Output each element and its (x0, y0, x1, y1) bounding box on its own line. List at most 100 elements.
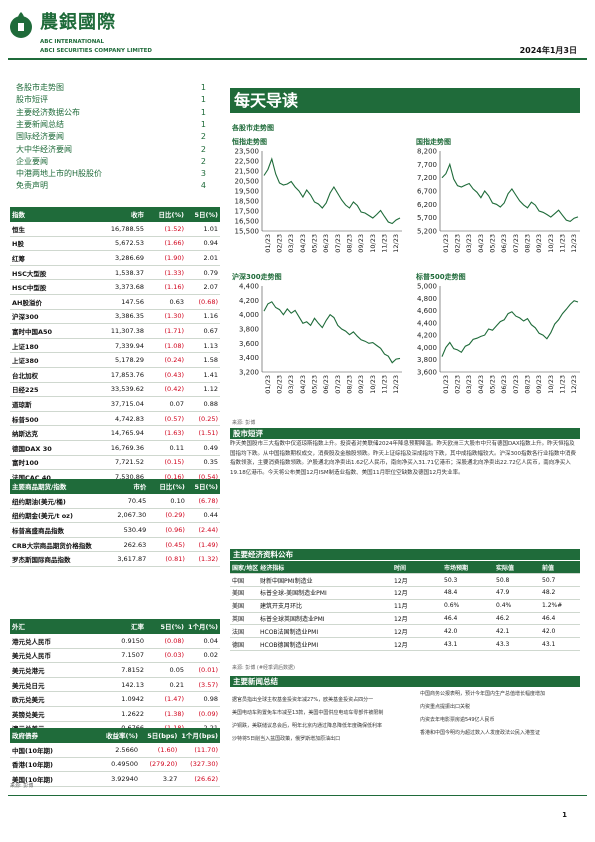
x-tick-label: 08/23 (524, 375, 532, 394)
toc-item[interactable]: 中港两地上市的H股股价 3 (16, 168, 206, 181)
econ-table: 国家/地区 经济指标 时间 市场预期 实际值 前值 中国 财新中国PMI制造业 12月 50.3… (230, 561, 580, 652)
y-tick-label: 3,600 (417, 369, 437, 377)
news-item: 香港和中国今明均为超过数入人发度政法公民入港签证 (420, 730, 541, 736)
y-tick-label: 6,200 (417, 201, 437, 209)
table-row: 美国(10年期) 3.92940 3.27 (26.62) (10, 771, 220, 787)
toc-item[interactable]: 免责声明 4 (16, 180, 206, 193)
y-tick-label: 3,400 (239, 354, 259, 362)
commentary-title: 股市短评 (230, 428, 580, 439)
table-cell: (0.42) (146, 382, 186, 398)
x-tick-label: 01/23 (264, 375, 272, 394)
table-header-cell: 国家/地区 经济指标 (230, 561, 392, 575)
table-cell: 富时100 (10, 455, 88, 471)
table-cell: 37,715.04 (88, 396, 146, 412)
table-header-cell: 市场预期 (442, 561, 494, 575)
toc-item[interactable]: 主要新闻总结 1 (16, 118, 206, 131)
table-row: 中国(10年期) 2.5660 (1.60) (11.70) (10, 742, 220, 758)
news-item: 内资重点提振出口关税 (420, 704, 471, 710)
table-row: 德国 HCOB德国制造业PMI 12月 43.1 43.3 43.1 (230, 637, 580, 652)
x-tick-label: 01/23 (442, 234, 450, 253)
news-item: 中国商务公报表明，预计今年国内生产总值增长幅度增加 (420, 691, 546, 697)
table-header-cell: 前值 (540, 561, 580, 575)
y-tick-label: 23,500 (235, 148, 260, 156)
table-cell: 42.0 (540, 624, 580, 639)
table-cell: (1.66) (146, 236, 186, 252)
table-cell: 0.44 (186, 508, 220, 524)
y-tick-label: 4,200 (239, 297, 259, 305)
table-cell: 沪深300 (10, 309, 88, 325)
table-header-cell: 收益率(%) (84, 728, 140, 743)
company-cn-name: 農銀國際 (40, 12, 116, 33)
table-cell: 11月 (392, 599, 442, 613)
table-cell: (1.16) (146, 279, 186, 296)
table-cell: 0.4% (494, 599, 540, 613)
x-tick-label: 05/23 (311, 375, 319, 394)
news-item: 内资去年电影票房逾549亿人民币 (420, 717, 495, 723)
table-row: 纽约期油(美元/桶) 70.45 0.10 (6.78) (10, 493, 220, 509)
table-cell: 147.56 (88, 294, 146, 310)
table-cell: (0.45) (148, 537, 187, 553)
y-tick-label: 5,200 (417, 228, 437, 236)
x-tick-label: 09/23 (535, 375, 543, 394)
table-row: 罗杰斯国际商品指数 3,617.87 (0.81) (1.32) (10, 551, 220, 568)
table-cell: 46.2 (494, 612, 540, 626)
table-cell: HSC中型股 (10, 279, 88, 296)
table-header-cell: 日比(%) (148, 479, 187, 494)
table-cell: 1,538.37 (88, 265, 146, 281)
y-tick-label: 7,700 (417, 161, 437, 169)
table-cell: (1.52) (146, 221, 186, 237)
news-list-left: 据官员指出全球主权基金投资年减27%，欧美基金投资占四分一 美国电动车购置免车市减… (232, 696, 397, 748)
econ-header: 国家/地区 经济指标 时间 市场预期 实际值 前值 (230, 561, 580, 575)
chart-source: 来源: 彭博 (232, 420, 256, 426)
x-tick-label: 08/23 (346, 375, 354, 394)
x-tick-label: 12/23 (570, 234, 578, 253)
table-cell: 3,386.35 (88, 309, 146, 325)
toc-item[interactable]: 各股市走势图 1 (16, 82, 206, 94)
toc-item-label: 中港两地上市的H股股价 (16, 169, 105, 179)
indices-table: 指数 收市 日比(%) 5日(%) 恒生 16,788.55 (1.52) 1.01 H股 5,6… (10, 207, 220, 485)
table-cell: 0.88 (186, 396, 220, 412)
y-tick-label: 22,500 (235, 158, 260, 166)
commentary-text: 昨天美国股市三大指数中仅道琼斯指数上升。投资者对美联储2024年降息预期降温。昨… (230, 441, 577, 476)
table-cell: 12月 (392, 612, 442, 626)
table-cell: 2.01 (186, 250, 220, 266)
x-tick-label: 02/23 (276, 375, 284, 394)
commodities-table: 主要商品期货/指数 市价 日比(%) 5日(%) 纽约期油(美元/桶) 70.45 0.10… (10, 479, 220, 568)
table-header-cell: 5日(bps) (139, 728, 180, 743)
y-tick-label: 20,500 (235, 178, 260, 186)
table-header-cell: 5日(%) (146, 619, 186, 634)
table-cell: 0.49500 (84, 757, 140, 773)
table-cell: 262.63 (93, 537, 149, 553)
table-cell: 42.0 (442, 624, 494, 639)
table-cell: 建筑开支月环比 (258, 599, 392, 613)
table-cell: (1.71) (146, 323, 186, 339)
toc-item-page: 2 (200, 155, 206, 168)
toc-item-page: 1 (200, 82, 206, 94)
toc-item[interactable]: 股市短评 1 (16, 94, 206, 107)
x-tick-label: 03/23 (465, 375, 473, 394)
table-cell: 法国 (230, 624, 258, 639)
table-row: 红筹 3,286.69 (1.90) 2.01 (10, 250, 220, 266)
table-cell: (1.49) (186, 537, 220, 553)
series-line (263, 301, 401, 364)
table-cell: 0.11 (146, 440, 186, 456)
x-tick-label: 01/23 (264, 234, 272, 253)
toc-item[interactable]: 主要经济数据公布 1 (16, 106, 206, 119)
chart-title-sp500: 标普500走势图 (416, 273, 466, 281)
table-row: 英镑兑美元 1.2622 (1.38) (0.09) (10, 706, 220, 722)
x-tick-label: 04/23 (299, 234, 307, 253)
toc-item[interactable]: 企业要闻 2 (16, 155, 206, 168)
bonds-table: 政府债券 收益率(%) 5日(bps) 1个月(bps) 中国(10年期) 2.5660(… (10, 728, 220, 787)
x-tick-label: 10/23 (369, 234, 377, 253)
commodities-header: 主要商品期货/指数 市价 日比(%) 5日(%) (10, 479, 220, 494)
chart-title-hsi: 恒指走势图 (232, 138, 267, 146)
toc-item[interactable]: 国际经济要闻 2 (16, 131, 206, 144)
y-tick-label: 21,500 (235, 168, 260, 176)
table-cell: 英镑兑美元 (10, 706, 88, 722)
abc-logo-icon (8, 10, 34, 40)
table-cell: 红筹 (10, 250, 88, 266)
table-cell: 46.4 (442, 612, 494, 626)
toc-item[interactable]: 大中华经济要闻 2 (16, 143, 206, 156)
table-cell: 4,742.83 (88, 411, 146, 427)
table-cell: 纳斯达克 (10, 425, 88, 441)
